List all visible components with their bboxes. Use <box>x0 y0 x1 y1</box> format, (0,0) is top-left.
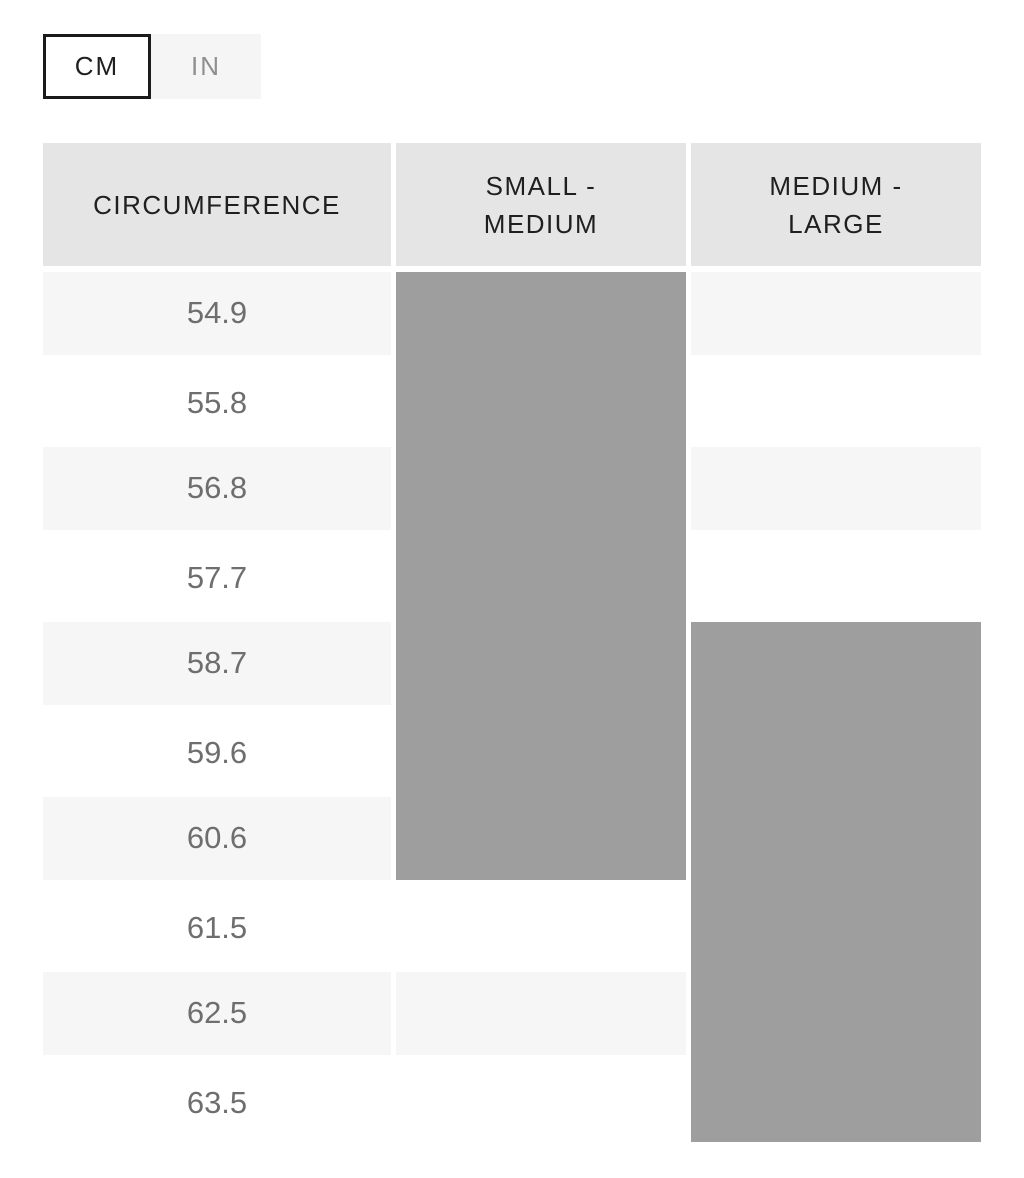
circumference-value: 61.5 <box>186 910 248 946</box>
unit-toggle: CM IN <box>43 34 261 99</box>
unit-toggle-in-button[interactable]: IN <box>151 34 261 99</box>
circumference-value: 58.7 <box>43 622 391 710</box>
small-medium-cell <box>396 1060 686 1148</box>
medium-large-cell <box>691 447 981 535</box>
circumference-value: 59.6 <box>186 735 248 771</box>
circumference-value: 63.5 <box>186 1085 248 1121</box>
circumference-value: 62.5 <box>43 972 391 1060</box>
medium-large-cell <box>691 360 981 448</box>
circumference-value: 57.7 <box>186 560 248 596</box>
medium-large-cell <box>691 272 981 360</box>
table-body: 54.9 55.8 56.8 57.7 58.7 59.6 60.6 61.5 … <box>43 272 981 1147</box>
medium-large-cell <box>691 535 981 623</box>
unit-toggle-cm-button[interactable]: CM <box>43 34 151 99</box>
circumference-value: 54.9 <box>43 272 391 360</box>
medium-large-range-bar <box>691 622 981 1142</box>
small-medium-cell <box>396 885 686 973</box>
table-header-row: CIRCUMFERENCE SMALL - MEDIUM MEDIUM - LA… <box>43 143 981 266</box>
circumference-value: 55.8 <box>186 385 248 421</box>
small-medium-range-bar <box>396 272 686 880</box>
column-header-small-medium: SMALL - MEDIUM <box>396 143 686 266</box>
size-chart-table: CIRCUMFERENCE SMALL - MEDIUM MEDIUM - LA… <box>43 143 981 1147</box>
circumference-value: 60.6 <box>43 797 391 885</box>
column-header-circumference: CIRCUMFERENCE <box>43 143 391 266</box>
circumference-value: 56.8 <box>43 447 391 535</box>
column-header-medium-large: MEDIUM - LARGE <box>691 143 981 266</box>
small-medium-cell <box>396 972 686 1060</box>
